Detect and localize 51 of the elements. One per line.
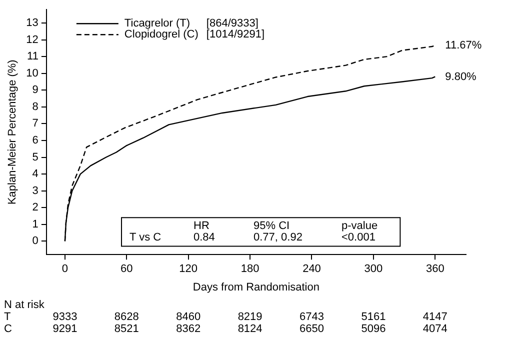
text: 8628 [114, 311, 139, 324]
annotation: 95% CI [254, 220, 290, 232]
y-tick-label: 1 [32, 218, 38, 230]
y-tick-label: 13 [26, 17, 38, 30]
x-tick-label: 360 [426, 263, 444, 276]
x-tick-label: 240 [302, 263, 321, 276]
x-tick-label: 60 [120, 263, 133, 276]
annotation: 11.67% [445, 39, 482, 52]
text: 4147 [422, 311, 448, 324]
annotation: HR [194, 220, 210, 232]
y-tick-label: 10 [26, 67, 38, 80]
text: N at risk [4, 299, 45, 312]
text: 6650 [300, 323, 324, 336]
text: 8124 [238, 323, 262, 336]
y-tick-label: 0 [32, 235, 38, 248]
text: 8521 [114, 323, 139, 336]
x-tick-label: 0 [62, 263, 68, 276]
y-tick-label: 9 [32, 84, 38, 96]
text: 8460 [176, 311, 201, 324]
y-tick-label: 5 [32, 151, 38, 164]
y-tick-label: 11 [27, 50, 38, 63]
text: 9333 [52, 311, 78, 324]
legend-label: Clopidogrel (C) [1014/9291] [124, 28, 265, 41]
y-tick-label: 7 [32, 118, 38, 130]
annotation: T vs C [130, 232, 162, 244]
y-tick-label: 8 [32, 100, 38, 113]
y-tick-label: 3 [32, 184, 38, 197]
annotation: 0.77, 0.92 [254, 232, 302, 244]
annotation: 9.80% [445, 70, 477, 83]
y-tick-label: 6 [32, 134, 38, 147]
y-axis-title: Kaplan-Meier Percentage (%) [6, 60, 19, 205]
x-tick-label: 180 [240, 263, 260, 276]
text: T [4, 311, 11, 324]
x-tick-label: 120 [179, 263, 198, 276]
x-tick-label: 300 [364, 263, 383, 276]
text: 5096 [361, 323, 386, 336]
y-tick-label: 12 [26, 34, 38, 46]
annotation: p-value [342, 220, 378, 232]
y-tick-label: 2 [32, 202, 38, 214]
text: 5161 [361, 311, 386, 324]
y-tick-label: 4 [32, 168, 38, 180]
text: C [4, 323, 12, 336]
text: 6743 [300, 311, 324, 324]
text: 9291 [52, 323, 78, 336]
text: 4074 [422, 323, 448, 336]
text: Ticagrelor (T) [864/9333] [124, 18, 258, 30]
annotation: 0.84 [194, 232, 215, 244]
text: 8219 [238, 311, 262, 324]
annotation: <0.001 [342, 232, 376, 244]
x-axis-title: Days from Randomisation [192, 281, 320, 294]
text: 8362 [176, 323, 201, 336]
